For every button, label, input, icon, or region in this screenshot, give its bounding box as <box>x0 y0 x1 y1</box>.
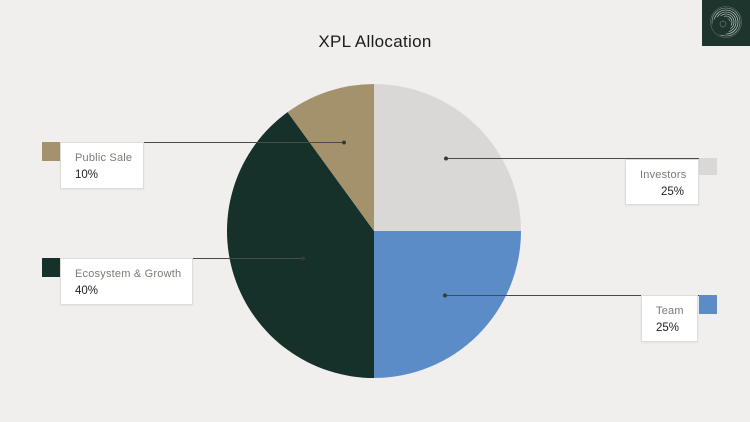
segment-label: Ecosystem & Growth <box>75 268 182 280</box>
segment-percentage: 25% <box>660 186 684 198</box>
page-title: XPL Allocation <box>318 32 432 51</box>
swatch-public-sale <box>42 142 60 161</box>
swatch-ecosystem <box>42 258 60 277</box>
leader-dot-team <box>443 293 447 298</box>
leader-dot-public-sale <box>342 140 346 145</box>
leader-dot-ecosystem <box>301 256 305 261</box>
label-card-public-sale: Public Sale 10% <box>60 142 144 189</box>
pie-slice-public-sale <box>287 84 374 231</box>
segment-label: Investors <box>640 169 687 181</box>
label-card-ecosystem: Ecosystem & Growth 40% <box>60 258 193 305</box>
swatch-investors <box>699 158 717 175</box>
segment-percentage: 10% <box>75 169 99 181</box>
plasma-logo <box>702 0 750 46</box>
label-card-investors: Investors 25% <box>625 159 699 205</box>
segment-percentage: 25% <box>656 322 680 334</box>
swirl-icon <box>710 6 742 38</box>
pie-slice-ecosystem-growth <box>226 112 374 378</box>
swatch-team <box>699 295 717 314</box>
segment-label: Public Sale <box>75 152 133 164</box>
segment-label: Team <box>656 305 684 317</box>
segment-percentage: 40% <box>75 285 99 297</box>
pie-slices-group <box>226 84 521 378</box>
label-card-team: Team 25% <box>641 295 698 342</box>
leader-dots-group <box>301 140 448 298</box>
leader-dot-investors <box>444 156 448 161</box>
pie-slice-team <box>374 231 521 378</box>
